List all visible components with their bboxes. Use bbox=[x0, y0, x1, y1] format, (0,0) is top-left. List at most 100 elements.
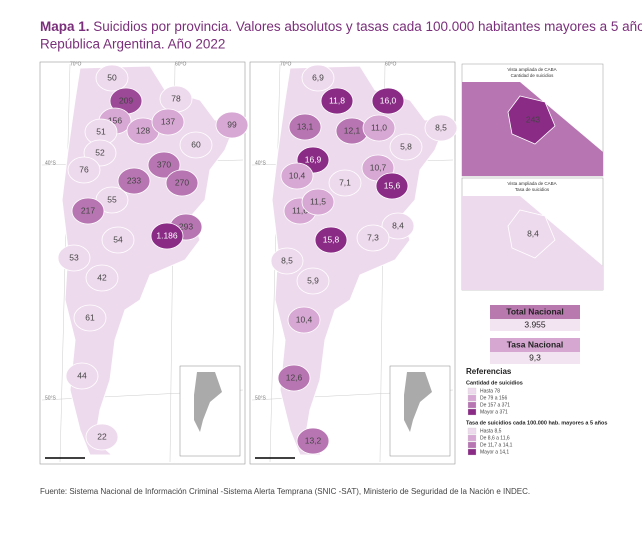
total-label: Tasa Nacional bbox=[507, 339, 564, 349]
graticule-label: 60°O bbox=[175, 61, 187, 67]
province bbox=[270, 247, 304, 275]
province bbox=[375, 172, 409, 200]
province-label: 7,3 bbox=[367, 232, 379, 242]
province-label: 8,5 bbox=[281, 255, 293, 265]
province-label: 11,8 bbox=[329, 95, 345, 105]
province bbox=[65, 362, 99, 390]
province-label: 10,4 bbox=[296, 314, 313, 324]
province-label: 15,8 bbox=[323, 234, 340, 244]
locator-shape bbox=[194, 372, 222, 432]
province-label: 13,1 bbox=[297, 121, 314, 131]
province-label: 99 bbox=[227, 119, 237, 129]
source: Fuente: Sistema Nacional de Información … bbox=[40, 487, 530, 496]
province bbox=[320, 87, 354, 115]
province-label: 5,9 bbox=[307, 275, 319, 285]
province bbox=[117, 167, 151, 195]
province bbox=[314, 226, 348, 254]
map: 70°O 60°O 40°S 50°S 50 209 78 156 128 137 99 51 60 52… bbox=[41, 61, 249, 463]
inset-caba bbox=[507, 95, 556, 145]
legend-swatch bbox=[467, 448, 477, 456]
title-text: Suicidios por provincia. Valores absolut… bbox=[93, 19, 642, 34]
legend-label: Hasta 78 bbox=[480, 388, 500, 394]
province bbox=[147, 151, 181, 179]
province-label: 16,9 bbox=[305, 154, 322, 164]
province-label: 16,0 bbox=[380, 95, 397, 105]
province-label: 137 bbox=[161, 116, 175, 126]
province bbox=[165, 169, 199, 197]
province-label: 54 bbox=[113, 234, 123, 244]
total-value: 9,3 bbox=[529, 352, 541, 362]
province bbox=[179, 131, 213, 159]
province-label: 10,7 bbox=[370, 162, 387, 172]
province bbox=[296, 267, 330, 295]
province-label: 51 bbox=[96, 126, 106, 136]
province bbox=[424, 114, 458, 142]
province bbox=[362, 114, 396, 142]
province bbox=[301, 64, 335, 92]
legend-swatch bbox=[467, 387, 477, 395]
province bbox=[288, 113, 322, 141]
province bbox=[73, 304, 107, 332]
legend-group-title: Cantidad de suicidios bbox=[466, 380, 523, 386]
total-value: 3.955 bbox=[524, 319, 546, 329]
title-bold: Mapa 1. bbox=[40, 19, 90, 34]
province bbox=[215, 111, 249, 139]
locator-shape bbox=[404, 372, 432, 432]
province-label: 78 bbox=[171, 93, 181, 103]
province-label: 60 bbox=[191, 139, 201, 149]
province-label: 11,5 bbox=[310, 196, 326, 206]
province-label: 15,6 bbox=[384, 180, 401, 190]
province-label: 293 bbox=[179, 221, 193, 231]
province bbox=[67, 156, 101, 184]
province bbox=[277, 364, 311, 392]
province-label: 8,5 bbox=[435, 122, 447, 132]
province bbox=[85, 423, 119, 451]
legend-label: De 79 a 156 bbox=[480, 395, 507, 401]
province bbox=[151, 108, 185, 136]
province-label: 7,1 bbox=[339, 177, 351, 187]
province bbox=[85, 264, 119, 292]
graticule-label: 60°O bbox=[385, 61, 397, 67]
province-label: 8,4 bbox=[392, 220, 404, 230]
province-label: 76 bbox=[79, 164, 89, 174]
graticule-label: 70°O bbox=[280, 61, 292, 67]
province-label: 61 bbox=[85, 312, 95, 322]
total-value-box bbox=[490, 319, 580, 331]
province bbox=[381, 212, 415, 240]
province-label: 12,1 bbox=[344, 125, 361, 135]
total-label: Total Nacional bbox=[506, 306, 563, 316]
province bbox=[296, 427, 330, 455]
province-label: 13,2 bbox=[305, 435, 322, 445]
province-label: 5,8 bbox=[400, 141, 412, 151]
province bbox=[57, 244, 91, 272]
province bbox=[101, 226, 135, 254]
province bbox=[280, 162, 314, 190]
legend-swatch bbox=[467, 441, 477, 449]
legend-swatch bbox=[467, 394, 477, 402]
province-label: 44 bbox=[77, 370, 87, 380]
legend-label: Mayor a 371 bbox=[480, 409, 508, 415]
province-label: 53 bbox=[69, 252, 79, 262]
province bbox=[301, 188, 335, 216]
province-label: 10,4 bbox=[289, 170, 306, 180]
graticule-label: 70°O bbox=[70, 61, 82, 67]
province-label: 50 bbox=[107, 72, 117, 82]
legend-swatch bbox=[467, 408, 477, 416]
legend-swatch bbox=[467, 434, 477, 442]
province-label: 12,6 bbox=[286, 372, 303, 382]
province bbox=[328, 169, 362, 197]
total-value-box bbox=[490, 352, 580, 364]
legend-label: De 11,7 a 14,1 bbox=[480, 442, 513, 448]
province-label: 270 bbox=[175, 177, 189, 187]
inset-subtitle: Tasa de suicidios bbox=[515, 187, 550, 192]
legend-label: Hasta 8,5 bbox=[480, 428, 502, 434]
inset-title: Vista ampliada de CABA bbox=[507, 67, 556, 72]
province bbox=[389, 133, 423, 161]
province bbox=[356, 224, 390, 252]
subtitle: República Argentina. Año 2022 bbox=[40, 37, 225, 52]
title: Mapa 1. Suicidios por provincia. Valores… bbox=[40, 19, 642, 34]
inset-label: 243 bbox=[526, 114, 540, 124]
province-label: 217 bbox=[81, 205, 95, 215]
province-label: 42 bbox=[97, 272, 107, 282]
